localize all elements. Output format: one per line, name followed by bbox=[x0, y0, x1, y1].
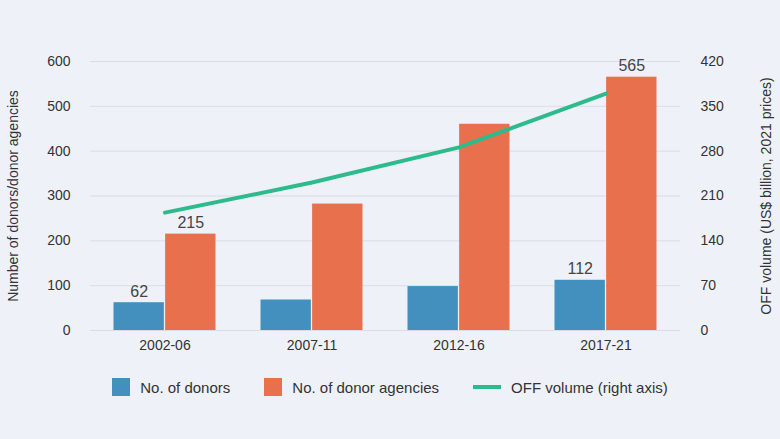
svg-text:600: 600 bbox=[47, 53, 71, 69]
svg-text:565: 565 bbox=[618, 57, 645, 74]
svg-text:Number of donors/donor agencie: Number of donors/donor agencies bbox=[5, 90, 21, 302]
svg-text:70: 70 bbox=[701, 277, 717, 293]
svg-text:2017-21: 2017-21 bbox=[580, 337, 632, 353]
svg-text:62: 62 bbox=[130, 283, 148, 300]
svg-text:2007-11: 2007-11 bbox=[287, 337, 338, 353]
svg-text:0: 0 bbox=[701, 322, 709, 338]
svg-text:420: 420 bbox=[701, 53, 725, 69]
svg-text:2002-06: 2002-06 bbox=[139, 337, 191, 353]
svg-text:OFF volume (US$ billion, 2021: OFF volume (US$ billion, 2021 prices) bbox=[758, 77, 774, 314]
svg-text:112: 112 bbox=[567, 260, 593, 277]
svg-text:100: 100 bbox=[47, 277, 71, 293]
svg-text:140: 140 bbox=[701, 232, 725, 248]
html-text:No. of donor agencies: No. of donor agencies bbox=[292, 378, 440, 396]
svg-text:210: 210 bbox=[701, 187, 725, 203]
svg-text:350: 350 bbox=[701, 98, 725, 114]
svg-text:215: 215 bbox=[177, 214, 204, 231]
html-text:OFF volume (right axis): OFF volume (right axis) bbox=[511, 378, 668, 396]
svg-text:300: 300 bbox=[47, 187, 71, 203]
svg-text:200: 200 bbox=[47, 232, 71, 248]
svg-text:2012-16: 2012-16 bbox=[433, 337, 485, 353]
svg-text:500: 500 bbox=[47, 98, 71, 114]
html-text:No. of donors: No. of donors bbox=[140, 378, 231, 396]
svg-text:400: 400 bbox=[47, 143, 71, 159]
svg-text:280: 280 bbox=[701, 143, 725, 159]
svg-text:0: 0 bbox=[63, 322, 71, 338]
